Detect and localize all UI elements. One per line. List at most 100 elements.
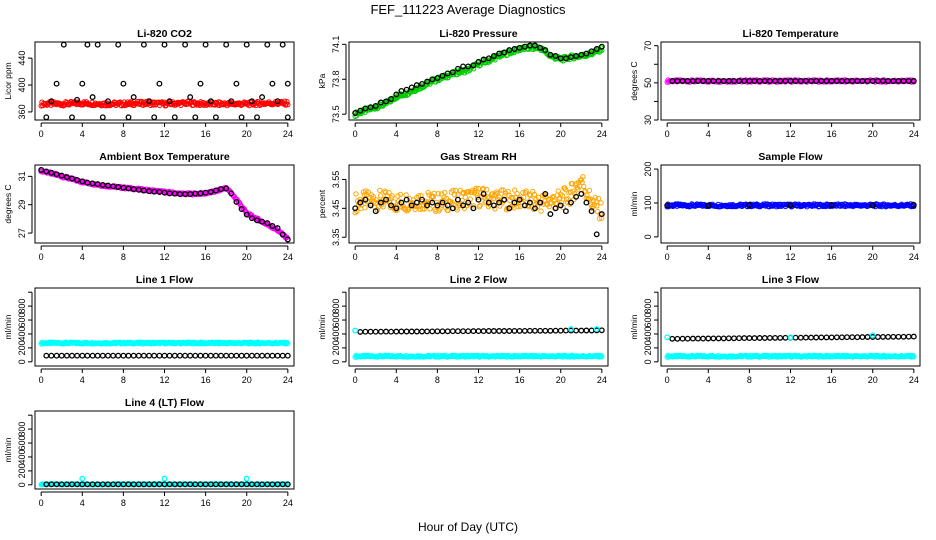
data-point bbox=[94, 42, 101, 48]
data-point bbox=[150, 102, 156, 108]
data-point bbox=[403, 86, 410, 93]
data-point bbox=[115, 42, 122, 48]
series-spikes-points bbox=[664, 332, 876, 341]
plot-frame bbox=[34, 41, 295, 121]
data-point bbox=[535, 194, 542, 201]
data-point bbox=[455, 192, 461, 198]
data-point bbox=[552, 327, 559, 334]
data-point bbox=[212, 114, 219, 120]
data-point bbox=[69, 352, 75, 359]
x-axis: 0 4 8 12 16 20 24 bbox=[353, 368, 607, 385]
x-axis: 0 4 8 12 16 20 24 bbox=[39, 122, 293, 139]
panel-6: Sample Flow ml/min 0 4 8 12 16 20 24 0 100 200 bbox=[629, 151, 921, 262]
data-point bbox=[243, 352, 250, 359]
data-point bbox=[557, 327, 564, 334]
data-point bbox=[444, 202, 451, 209]
y-tick-label: 200 bbox=[331, 340, 341, 355]
data-point bbox=[398, 328, 405, 335]
y-tick-label: 400 bbox=[17, 449, 27, 464]
data-point bbox=[480, 56, 487, 63]
data-point bbox=[593, 326, 600, 333]
panel-title: Li-820 Pressure bbox=[439, 28, 517, 40]
data-point bbox=[599, 47, 605, 54]
data-point bbox=[187, 94, 194, 101]
x-tick-label: 16 bbox=[827, 252, 837, 262]
data-point bbox=[766, 334, 773, 341]
x-tick-label: 20 bbox=[242, 252, 252, 262]
data-point bbox=[425, 189, 431, 196]
data-point bbox=[171, 114, 178, 120]
data-point bbox=[439, 72, 446, 79]
data-point bbox=[818, 334, 825, 341]
panel-title: Ambient Box Temperature bbox=[99, 151, 230, 163]
data-point bbox=[516, 44, 523, 51]
data-point bbox=[485, 328, 492, 334]
panel-title: Sample Flow bbox=[758, 151, 823, 163]
data-point bbox=[284, 481, 291, 488]
data-point bbox=[58, 352, 65, 359]
y-tick-label: 29 bbox=[17, 200, 27, 210]
x-axis: 0 4 8 12 16 20 24 bbox=[665, 368, 919, 385]
data-point bbox=[838, 334, 845, 341]
data-point bbox=[424, 202, 431, 209]
data-point bbox=[751, 335, 758, 342]
y-tick-label: 400 bbox=[17, 326, 27, 341]
data-point bbox=[218, 186, 224, 193]
data-point bbox=[741, 335, 748, 342]
x-tick-label: 12 bbox=[159, 252, 169, 262]
data-point bbox=[419, 80, 425, 87]
data-point bbox=[720, 335, 727, 342]
x-tick-label: 16 bbox=[201, 252, 211, 262]
data-point bbox=[496, 194, 502, 200]
data-point bbox=[813, 334, 820, 341]
data-point bbox=[388, 202, 395, 209]
data-point bbox=[74, 96, 81, 103]
x-tick-label: 24 bbox=[283, 129, 293, 139]
data-point bbox=[598, 327, 605, 334]
y-axis-title: degrees C bbox=[629, 61, 639, 100]
data-point bbox=[413, 199, 420, 206]
data-point bbox=[761, 335, 768, 341]
data-point bbox=[462, 194, 468, 200]
data-point bbox=[99, 114, 106, 120]
data-point bbox=[465, 328, 472, 335]
data-point bbox=[514, 191, 520, 197]
data-point bbox=[532, 205, 538, 212]
data-point bbox=[531, 191, 538, 198]
data-point bbox=[254, 114, 260, 120]
y-tick-label: 73.5 bbox=[331, 105, 341, 123]
data-point bbox=[243, 42, 250, 48]
data-point bbox=[475, 196, 482, 203]
data-point bbox=[284, 114, 291, 120]
data-point bbox=[48, 352, 55, 359]
data-point bbox=[470, 328, 477, 335]
data-point bbox=[212, 187, 219, 194]
x-tick-label: 20 bbox=[556, 252, 566, 262]
data-point bbox=[357, 107, 364, 114]
y-tick-label: 200 bbox=[643, 162, 653, 177]
data-point bbox=[360, 189, 367, 195]
data-point bbox=[558, 200, 565, 206]
data-point bbox=[383, 98, 389, 105]
x-axis: 0 4 8 12 16 20 24 bbox=[353, 122, 607, 139]
data-point bbox=[58, 172, 65, 179]
data-point bbox=[705, 335, 712, 342]
data-point bbox=[362, 328, 369, 335]
x-tick-label: 12 bbox=[785, 129, 795, 139]
data-point bbox=[264, 352, 271, 359]
data-point bbox=[496, 328, 503, 334]
data-point bbox=[429, 76, 436, 83]
data-point bbox=[274, 352, 281, 359]
data-point bbox=[429, 193, 436, 199]
data-point bbox=[357, 328, 364, 335]
y-tick-label: 600 bbox=[17, 436, 27, 451]
data-point bbox=[254, 217, 260, 224]
data-point bbox=[890, 333, 897, 340]
y-axis: 73.5 73.8 74.1 bbox=[331, 36, 347, 123]
data-point bbox=[130, 94, 137, 101]
data-point bbox=[547, 51, 554, 58]
data-point bbox=[485, 55, 492, 62]
data-point bbox=[259, 218, 266, 225]
data-point bbox=[449, 69, 456, 76]
data-point bbox=[388, 96, 395, 102]
